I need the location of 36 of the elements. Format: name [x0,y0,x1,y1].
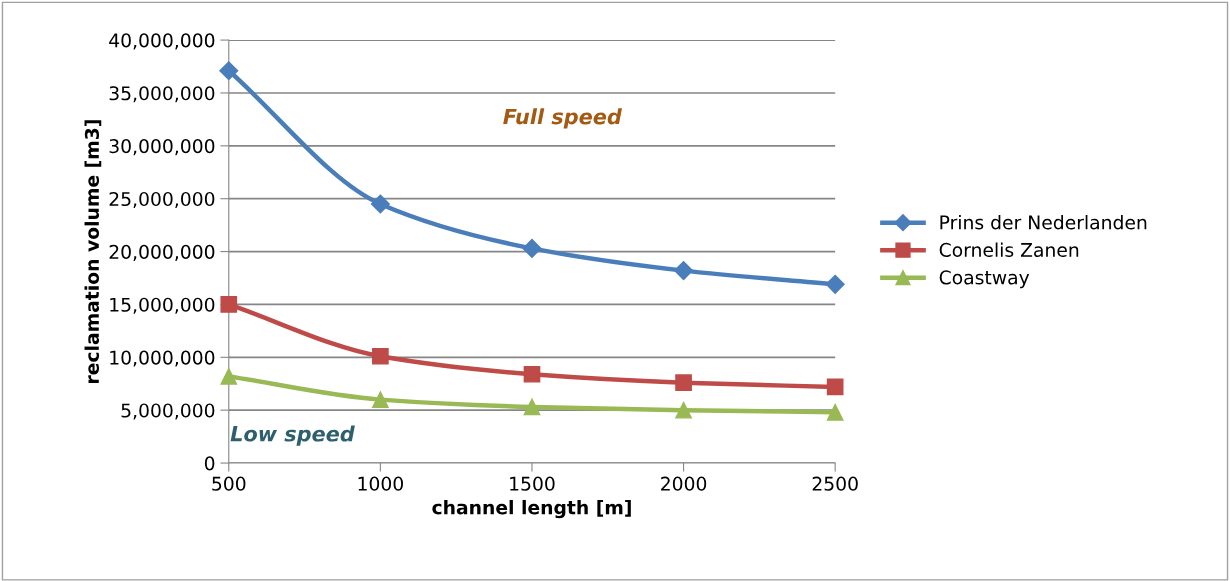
point [372,391,389,408]
annotation: Low speed [230,425,355,446]
x-tick-label: 1500 [510,476,555,491]
legend-label: Cornelis Zanen [939,242,1079,258]
y-tick-label: 15,000,000 [110,297,215,314]
point [825,274,845,294]
point [523,365,541,383]
y-tick-label: 35,000,000 [109,86,215,103]
legend-label: Coastway [939,270,1030,289]
x-axis-title: channel length [m] [432,499,631,519]
x-tick-label: 2500 [812,476,858,491]
point [522,238,542,258]
point [370,194,390,214]
x-tick-label: 500 [212,476,246,491]
point [674,261,694,281]
annotation: Full speed [503,108,623,129]
point [826,378,844,396]
point [372,347,389,365]
point [523,398,541,416]
legend-label: Prins der Nederlanden [940,214,1147,230]
y-tick-label: 0 [204,456,215,471]
y-axis-title: reclamation volume [m3] [84,120,102,383]
x-tick-label: 1000 [358,476,403,491]
point [219,61,239,81]
y-tick-label: 10,000,000 [110,350,215,367]
point [675,401,692,419]
y-tick-label: 40,000,000 [109,33,215,50]
point [220,296,238,313]
point [826,403,844,421]
y-tick-label: 25,000,000 [109,191,215,209]
point [220,368,238,385]
x-tick-label: 2000 [661,476,707,491]
y-tick-label: 5,000,000 [121,403,215,420]
point [675,374,692,392]
y-tick-label: 20,000,000 [109,244,215,261]
y-tick-label: 30,000,000 [109,139,215,156]
